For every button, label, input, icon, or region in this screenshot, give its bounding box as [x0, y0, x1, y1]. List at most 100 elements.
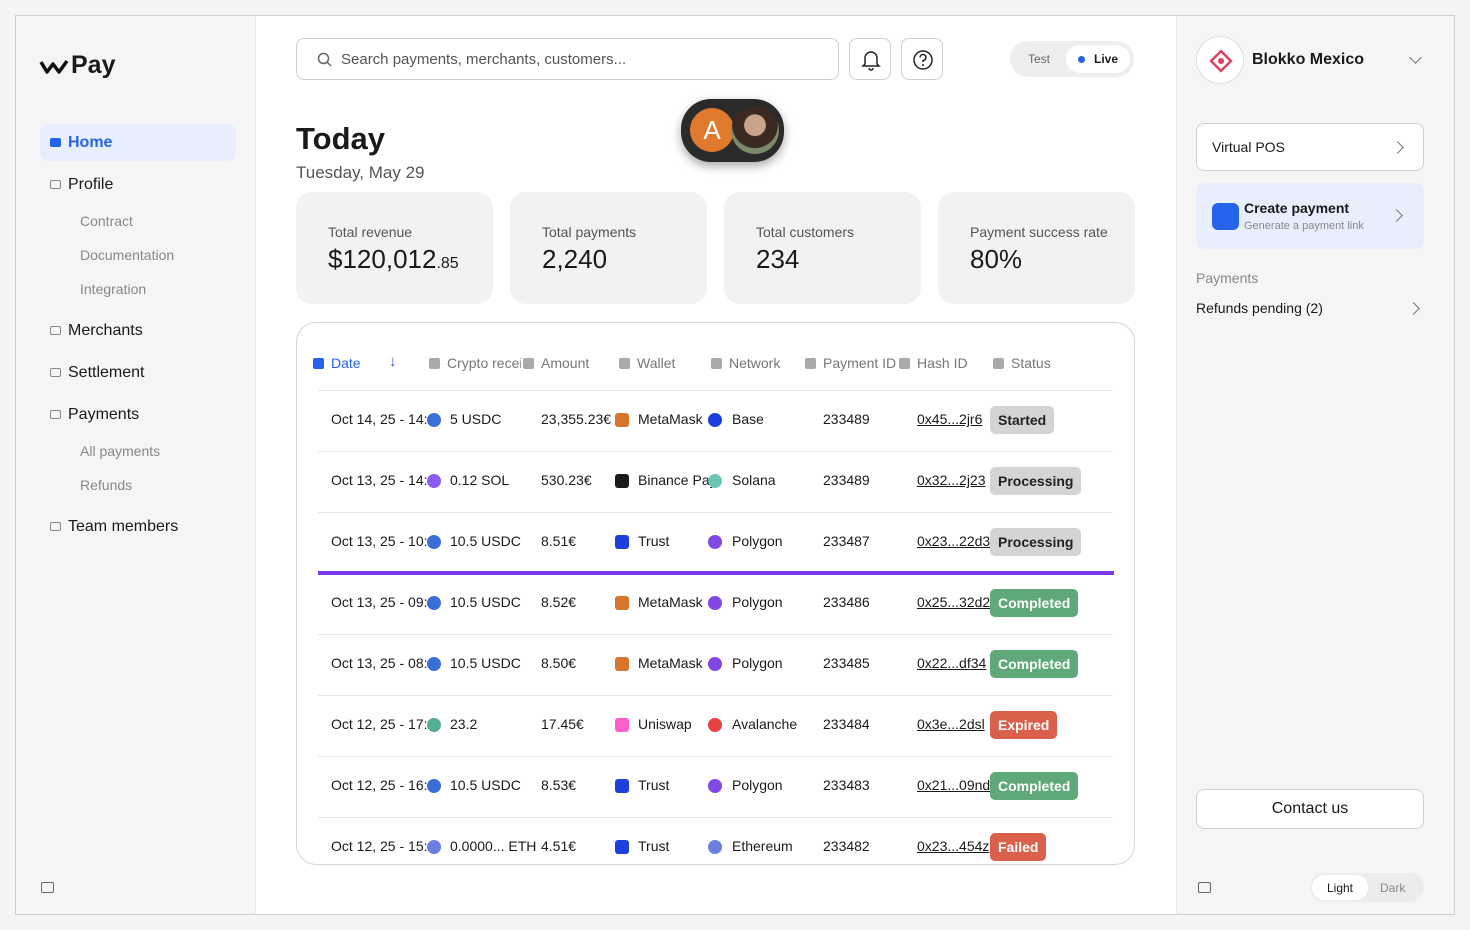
nav-label: Payments: [68, 405, 140, 423]
cell-date: Oct 14, 25 - 14:2: [331, 411, 431, 427]
network-icon: [708, 779, 722, 793]
column-header[interactable]: Status: [1011, 355, 1051, 371]
nav-item[interactable]: Merchants: [40, 312, 236, 349]
status-badge: Failed: [990, 833, 1047, 861]
mode-test[interactable]: Test: [1028, 52, 1051, 66]
cell-hash: 0x22...df34: [917, 655, 987, 671]
row-divider: [318, 634, 1113, 635]
create-payment-icon: [1212, 203, 1239, 230]
refunds-pending[interactable]: Refunds pending (2): [1196, 300, 1323, 316]
column-header[interactable]: Network: [729, 355, 781, 371]
nav-icon: [50, 522, 61, 531]
cell-network: Ethereum: [732, 838, 793, 854]
cell-hash: 0x23...454z: [917, 838, 990, 854]
cell-date: Oct 13, 25 - 09:1: [331, 594, 431, 610]
page-date: Tuesday, May 29: [296, 163, 425, 182]
stat-value: $120,012.85: [328, 244, 459, 275]
payments-table: Date Crypto recei Amount Wallet Network Payme…: [296, 322, 1135, 865]
collapse-panel[interactable]: [1198, 882, 1211, 893]
column-header[interactable]: Wallet: [637, 355, 676, 371]
column-header[interactable]: Hash ID: [917, 355, 968, 371]
wallet-icon: [615, 474, 629, 488]
nav-subitem[interactable]: Refunds: [80, 477, 133, 493]
nav-icon: [50, 326, 61, 335]
row-divider: [318, 451, 1113, 452]
stat-card: Payment success rate 80%: [938, 192, 1135, 304]
stat-label: Total payments: [542, 224, 637, 240]
column-header[interactable]: Payment ID: [823, 355, 897, 371]
nav-icon: [50, 138, 61, 147]
sidebar: Pay Home Profile Contract Documentation Inte…: [16, 16, 256, 914]
chevron: [1407, 302, 1420, 315]
cell-wallet: MetaMask: [638, 594, 703, 610]
cell-network: Avalanche: [732, 716, 798, 732]
theme-dark[interactable]: Dark: [1380, 881, 1406, 895]
coin-icon: [427, 657, 441, 671]
nav-subitem[interactable]: All payments: [80, 443, 161, 459]
column-header[interactable]: Date: [331, 355, 361, 371]
presence-avatars: A: [681, 99, 784, 162]
create-payment[interactable]: Create payment Generate a payment link: [1196, 183, 1424, 249]
column-icon: [313, 358, 324, 369]
wallet-icon: [615, 657, 629, 671]
cell-amount: 17.45€: [541, 716, 584, 732]
network-icon: [708, 413, 722, 427]
coin-icon: [427, 840, 441, 854]
mode-live-pill[interactable]: Live: [1066, 45, 1130, 73]
cell-date: Oct 12, 25 - 16:1: [331, 777, 431, 793]
page-heading: Today: [296, 121, 385, 156]
search-placeholder: Search payments, merchants, customers...: [341, 51, 627, 68]
search-box[interactable]: Search payments, merchants, customers...: [296, 38, 839, 80]
nav-subitem[interactable]: Integration: [80, 281, 147, 297]
cell-hash: 0x25...32d2: [917, 594, 991, 610]
cell-amount: 8.53€: [541, 777, 577, 793]
nav-item[interactable]: Team members: [40, 508, 236, 545]
virtual-pos[interactable]: Virtual POS: [1196, 123, 1424, 171]
help-icon: [913, 50, 933, 70]
coin-icon: [427, 413, 441, 427]
account-name[interactable]: Blokko Mexico: [1252, 51, 1365, 68]
nav-subitem[interactable]: Contract: [80, 213, 133, 229]
cell-hash: 0x3e...2dsl: [917, 716, 985, 732]
stat-value: 80%: [970, 244, 1022, 275]
notifications-button[interactable]: [849, 38, 891, 80]
nav-item[interactable]: Profile: [40, 166, 236, 203]
status-badge: Completed: [990, 589, 1079, 617]
nav-subitem[interactable]: Documentation: [80, 247, 175, 263]
nav-label: Team members: [68, 517, 179, 535]
cell-crypto: 10.5 USDC: [450, 777, 521, 793]
column-header[interactable]: Amount: [541, 355, 590, 371]
stat-card: Total customers 234: [724, 192, 921, 304]
wallet-icon: [615, 413, 629, 427]
collapse-sidebar[interactable]: [41, 882, 54, 893]
coin-icon: [427, 779, 441, 793]
contact-button[interactable]: Contact us: [1196, 789, 1424, 829]
theme-toggle: Light Dark: [1310, 873, 1424, 902]
chevron: [1391, 141, 1404, 154]
column-icon: [711, 358, 722, 369]
column-header[interactable]: Crypto recei: [447, 355, 521, 371]
stat-value-cents: .85: [436, 255, 459, 272]
mode-toggle: Test Live: [1010, 41, 1134, 77]
help-button[interactable]: [901, 38, 943, 80]
cell-crypto: 10.5 USDC: [450, 655, 521, 671]
cell-network: Base: [732, 411, 764, 427]
live-dot: [1078, 56, 1085, 63]
cell-crypto: 0.12 SOL: [450, 472, 510, 488]
cell-network: Polygon: [732, 533, 783, 549]
avatar-photo: [731, 106, 779, 154]
status-badge: Completed: [990, 650, 1079, 678]
theme-light[interactable]: Light: [1312, 875, 1368, 900]
nav-item[interactable]: Payments: [40, 396, 236, 433]
row-divider: [318, 756, 1113, 757]
stat-label: Total revenue: [328, 224, 413, 240]
nav-item[interactable]: Settlement: [40, 354, 236, 391]
nav-label: Merchants: [68, 321, 143, 339]
cell-amount: 8.51€: [541, 533, 577, 549]
nav-item[interactable]: Home: [40, 124, 236, 161]
account-chevron[interactable]: [1409, 51, 1422, 64]
cell-payment-id: 233486: [823, 594, 870, 610]
sort-arrow: ↓: [389, 353, 397, 370]
cell-wallet: Binance Pay: [638, 472, 717, 488]
virtual-pos-label: Virtual POS: [1212, 139, 1285, 155]
